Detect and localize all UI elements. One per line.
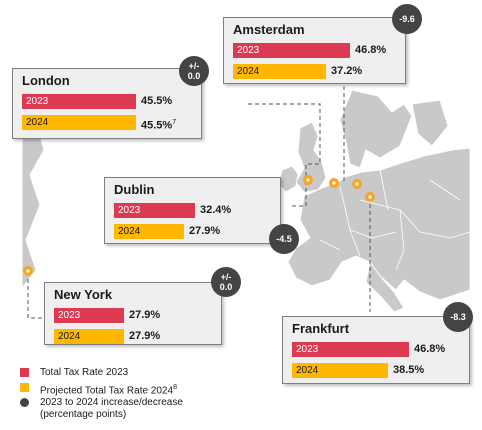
city-name-amsterdam: Amsterdam: [233, 22, 305, 37]
change-badge-frankfurt: -8.3: [443, 302, 473, 332]
footnote-7: 7: [172, 119, 177, 126]
value-label-frankfurt-2023: 46.8%: [414, 343, 446, 355]
city-card-newyork: New York 2023 27.9% 2024 27.9%: [44, 282, 222, 345]
bar-dublin-2024: 2024: [114, 224, 184, 239]
city-markers: [23, 175, 375, 276]
map-land-scandinavia: [339, 89, 413, 169]
value-label-dublin-2024: 27.9%: [189, 225, 221, 237]
value-label-dublin-2023: 32.4%: [200, 204, 232, 216]
map-land-great-britain: [295, 121, 327, 193]
value-label-amsterdam-2023: 46.8%: [355, 44, 387, 56]
marker-london: [329, 178, 339, 188]
map-land-italy: [365, 260, 405, 313]
change-badge-newyork: +/- 0.0: [211, 267, 241, 297]
legend-label-2024: Projected Total Tax Rate 20248: [40, 384, 177, 397]
change-badge-amsterdam: -9.6: [392, 4, 422, 34]
city-card-dublin: Dublin 2023 32.4% 2024 27.9%: [104, 177, 281, 244]
value-label-newyork-2023: 27.9%: [129, 309, 161, 321]
city-name-newyork: New York: [54, 287, 113, 302]
legend-label-change: 2023 to 2024 increase/decrease (percentag…: [40, 397, 183, 420]
change-badge-dublin: -4.5: [269, 224, 299, 254]
marker-amsterdam: [352, 179, 362, 189]
legend-swatch-2024: [20, 383, 29, 392]
bar-amsterdam-2023: 2023: [233, 43, 350, 58]
value-label-london-2024: 45.5%7: [141, 119, 177, 132]
city-card-frankfurt: Frankfurt 2023 46.8% 2024 38.5%: [282, 316, 470, 384]
value-label-newyork-2024: 27.9%: [129, 330, 161, 342]
bar-newyork-2024: 2024: [54, 329, 124, 344]
city-name-london: London: [22, 73, 70, 88]
marker-newyork: [23, 266, 33, 276]
value-label-amsterdam-2024: 37.2%: [331, 65, 363, 77]
bar-dublin-2023: 2023: [114, 203, 195, 218]
marker-dublin: [303, 175, 313, 185]
leader-lines: [27, 86, 371, 319]
bar-london-2024: 2024: [22, 115, 136, 130]
legend-label-2023: Total Tax Rate 2023: [40, 367, 129, 378]
value-label-london-2023: 45.5%: [141, 95, 173, 107]
map-land-north-america: [21, 127, 45, 290]
marker-frankfurt: [365, 192, 375, 202]
city-name-dublin: Dublin: [114, 182, 155, 197]
value-label-frankfurt-2024: 38.5%: [393, 364, 425, 376]
city-card-london: London 2023 45.5% 2024 45.5%7: [12, 68, 202, 139]
map-land-ireland: [277, 165, 299, 193]
legend-swatch-2023: [20, 368, 29, 377]
city-card-amsterdam: Amsterdam 2023 46.8% 2024 37.2%: [223, 17, 406, 84]
map-borders: [319, 169, 471, 271]
map-land-finland: [411, 99, 449, 147]
bar-frankfurt-2024: 2024: [292, 363, 388, 378]
leader-line-dublin: [292, 182, 307, 207]
bar-newyork-2023: 2023: [54, 308, 124, 323]
city-name-frankfurt: Frankfurt: [292, 321, 350, 336]
leader-line-newyork: [27, 272, 44, 319]
bar-frankfurt-2023: 2023: [292, 342, 409, 357]
bar-london-2023: 2023: [22, 94, 136, 109]
legend-dot-change: [20, 398, 29, 407]
footnote-8: 8: [173, 384, 177, 391]
change-badge-london: +/- 0.0: [179, 56, 209, 86]
bar-amsterdam-2024: 2024: [233, 64, 326, 79]
